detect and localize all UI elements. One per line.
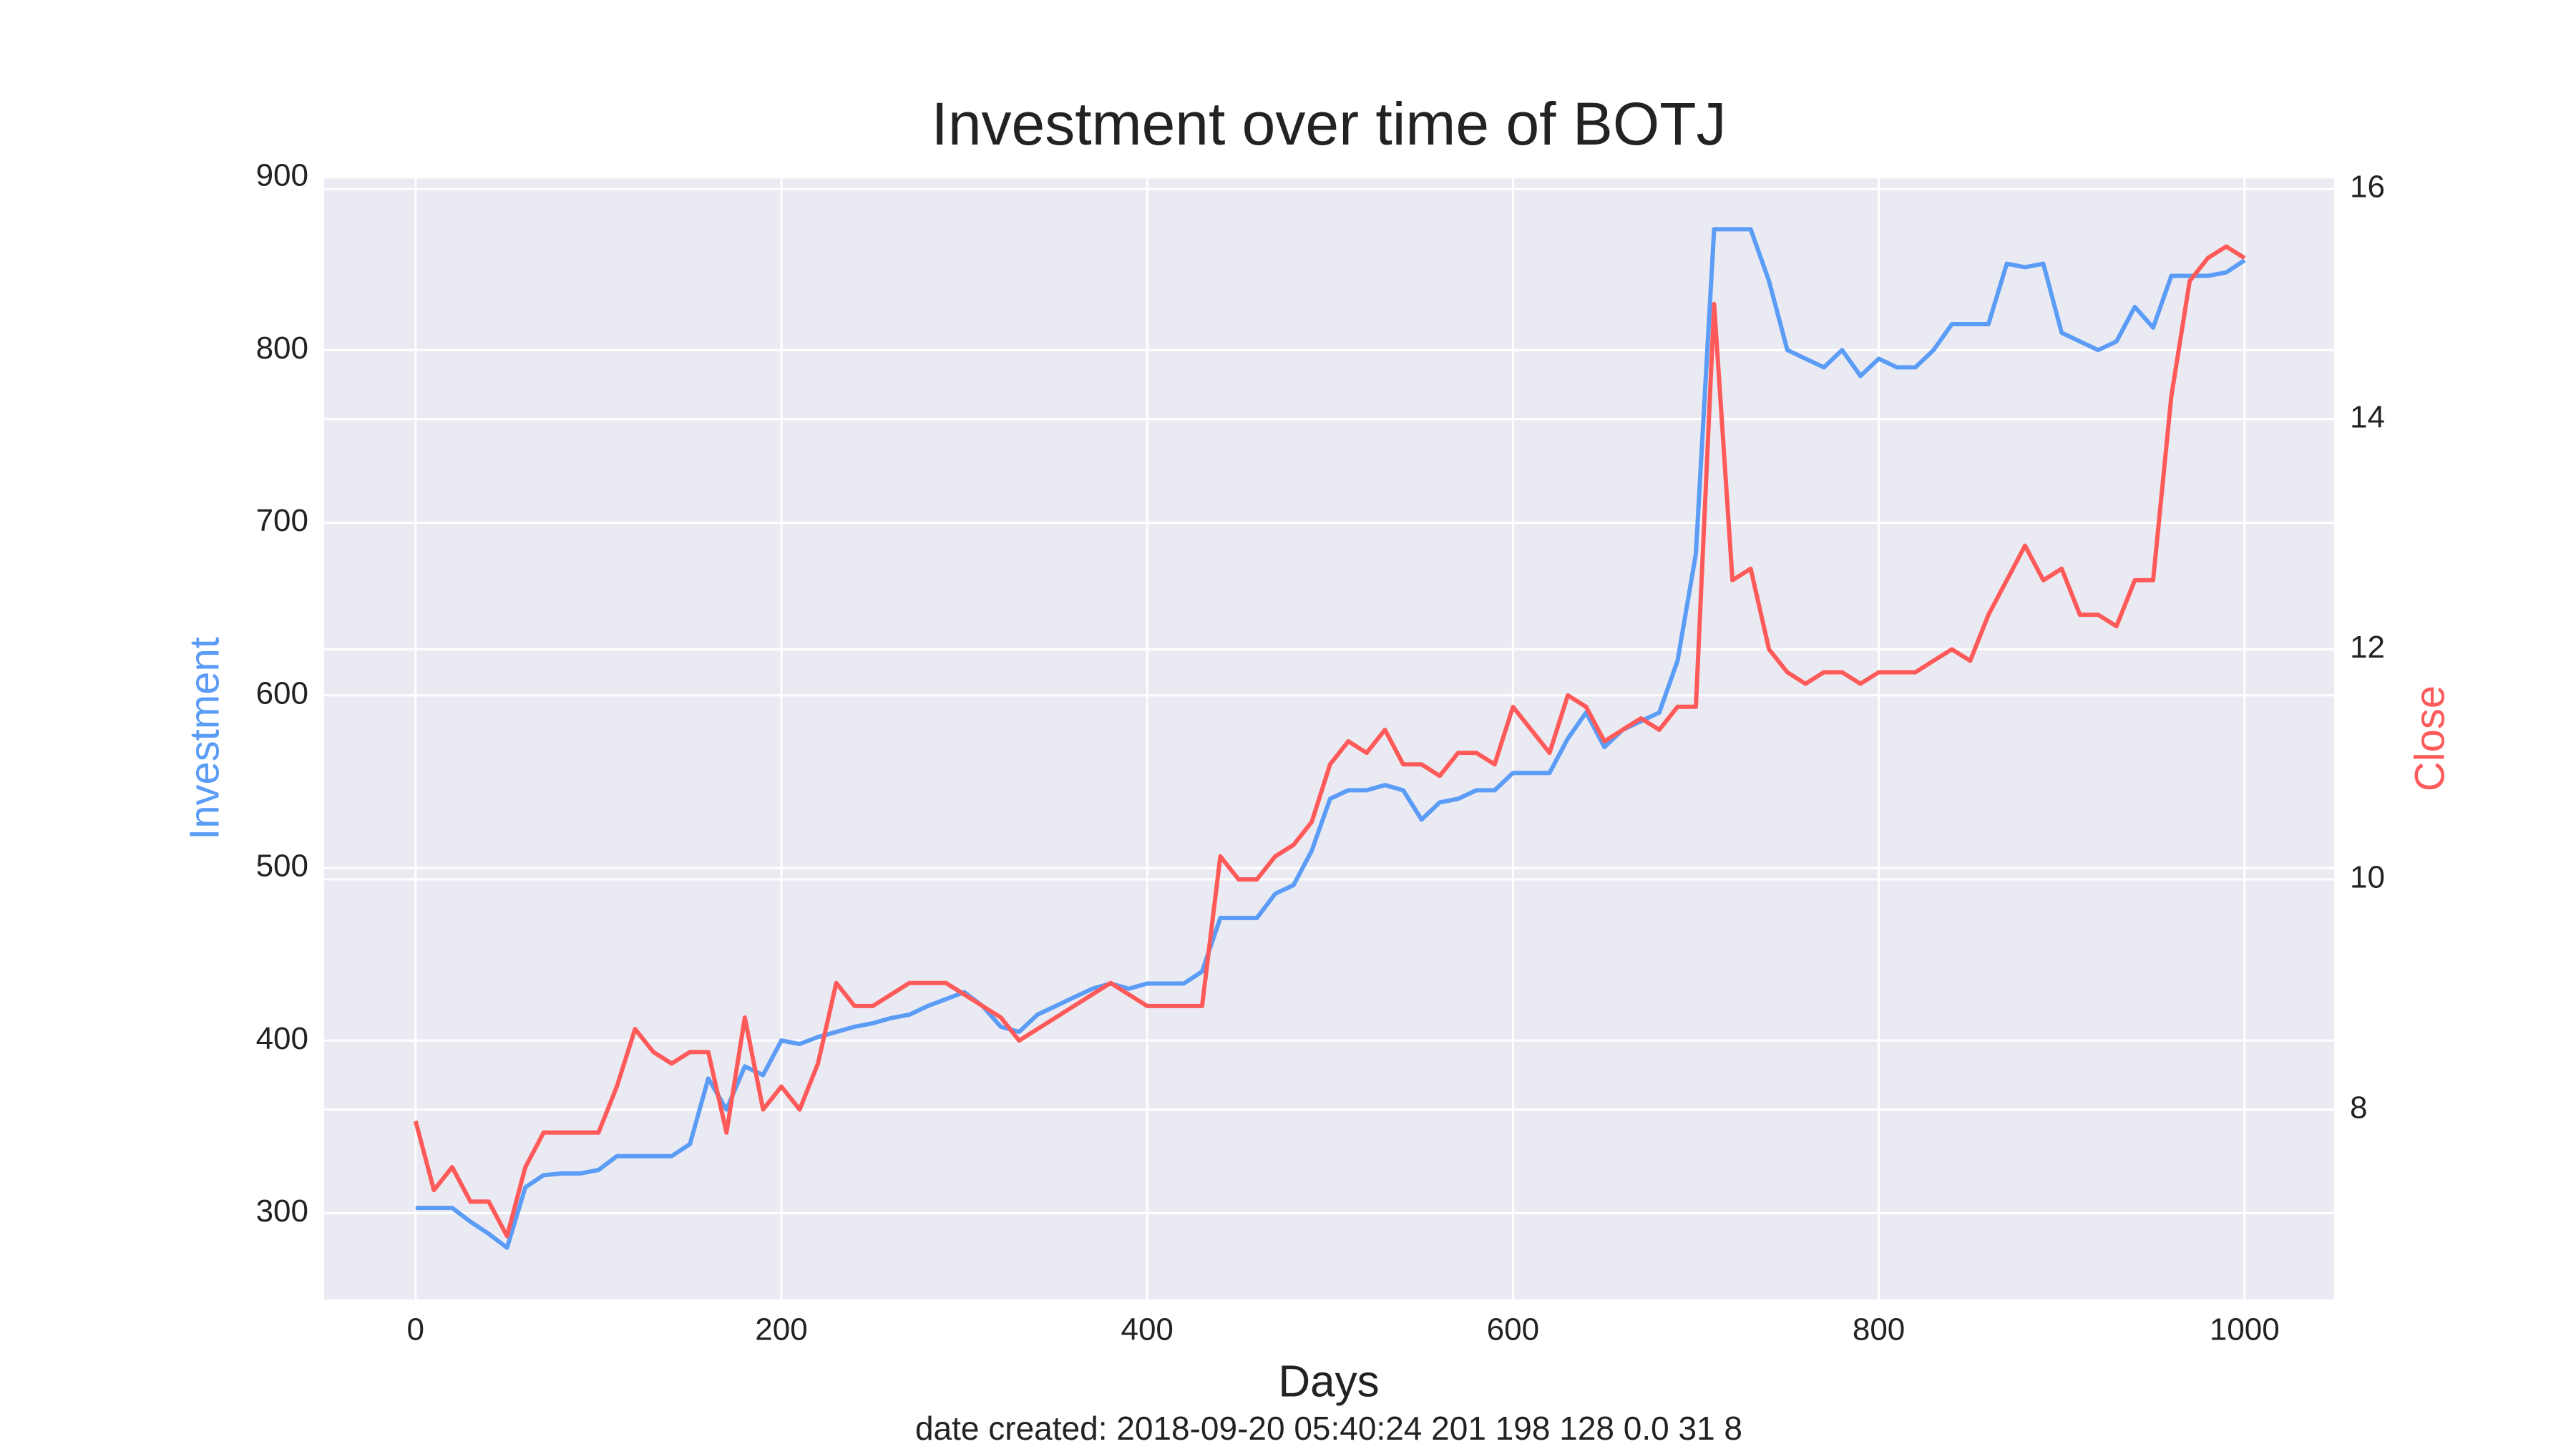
x-tick-label: 1000 — [2210, 1312, 2280, 1347]
chart-title: Investment over time of BOTJ — [931, 90, 1726, 157]
y2-tick-label: 16 — [2350, 170, 2385, 205]
x-tick-label: 800 — [1853, 1312, 1905, 1347]
y2-tick-label: 14 — [2350, 399, 2385, 434]
y-tick-label: 600 — [256, 675, 308, 711]
y2-tick-label: 10 — [2350, 860, 2385, 895]
x-tick-label: 200 — [755, 1312, 807, 1347]
y-tick-label: 800 — [256, 331, 308, 366]
y-tick-label: 500 — [256, 849, 308, 884]
y-tick-label: 700 — [256, 503, 308, 538]
y-tick-label: 300 — [256, 1194, 308, 1229]
plot-area — [324, 177, 2334, 1299]
caption: date created: 2018-09-20 05:40:24 201 19… — [915, 1410, 1742, 1447]
x-tick-label: 400 — [1121, 1312, 1173, 1347]
x-axis-label: Days — [1278, 1357, 1379, 1406]
y-tick-label: 400 — [256, 1021, 308, 1056]
y2-tick-label: 12 — [2350, 630, 2385, 665]
x-tick-label: 0 — [407, 1312, 424, 1347]
y-tick-label: 900 — [256, 158, 308, 193]
y2-tick-label: 8 — [2350, 1090, 2367, 1125]
y-axis-label: Investment — [181, 637, 228, 840]
series-line — [413, 244, 2246, 1239]
x-tick-label: 600 — [1487, 1312, 1539, 1347]
y2-axis-label: Close — [2406, 686, 2453, 791]
